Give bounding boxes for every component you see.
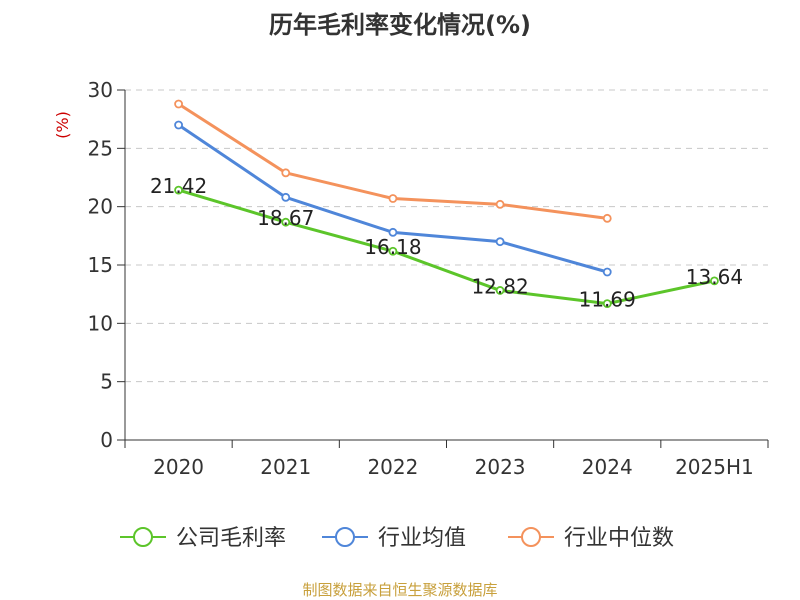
y-tick-label: 5	[100, 370, 113, 394]
y-tick-label: 25	[88, 136, 113, 160]
data-point	[495, 286, 505, 295]
y-tick-label: 30	[88, 78, 113, 102]
legend-item-2[interactable]: 行业中位数	[508, 526, 674, 551]
legend-item-0[interactable]: 公司毛利率	[120, 526, 286, 551]
data-label: 18.67	[257, 206, 314, 230]
source-note: 制图数据来自恒生聚源数据库	[302, 581, 497, 599]
data-label: 12.82	[471, 274, 528, 298]
data-point	[174, 185, 183, 195]
data-label: 13.64	[686, 265, 743, 289]
data-point	[388, 194, 398, 203]
data-point	[602, 267, 612, 277]
data-point	[281, 168, 291, 178]
data-label: 11.69	[579, 288, 636, 312]
series-1	[174, 120, 612, 277]
legend[interactable]: 公司毛利率 行业均值 行业中位数	[120, 526, 674, 551]
data-point	[174, 99, 183, 109]
x-tick-label: 2021	[260, 455, 311, 479]
data-point	[710, 276, 719, 286]
data-point	[388, 227, 398, 237]
data-point	[281, 192, 291, 202]
series-layer	[174, 99, 719, 309]
legend-item-1[interactable]: 行业均值	[322, 526, 466, 551]
legend-label: 行业中位数	[564, 526, 674, 551]
x-tick-label: 2024	[582, 455, 633, 479]
axes: 0 5 10 15 20 25 30 2020 2021 2022 2023 2024 2025H1	[88, 78, 769, 479]
data-label: 21.42	[150, 174, 207, 198]
y-tick-label: 15	[88, 253, 113, 277]
legend-label: 行业均值	[378, 526, 466, 551]
y-tick-label: 0	[100, 428, 113, 452]
data-point	[602, 213, 612, 223]
x-tick-label: 2022	[367, 455, 418, 479]
data-labels: 21.42 18.67 16.18 12.82 11.69 13.64	[150, 174, 743, 312]
data-label: 16.18	[364, 235, 421, 259]
grid-lines	[125, 89, 768, 383]
data-point	[602, 299, 612, 309]
y-axis-unit-label: (%)	[53, 111, 72, 139]
data-point	[495, 199, 505, 209]
series-line	[178, 188, 715, 306]
legend-marker	[335, 527, 355, 547]
y-tick-label: 10	[88, 311, 113, 335]
chart-title: 历年毛利率变化情况(%)	[269, 11, 531, 39]
x-tick-label: 2025H1	[675, 455, 754, 479]
data-point	[281, 217, 291, 227]
data-point	[495, 237, 505, 247]
y-tick-label: 20	[88, 195, 113, 219]
series-0	[174, 185, 719, 309]
x-tick-label: 2023	[475, 455, 526, 479]
data-point	[174, 120, 183, 130]
series-2	[174, 99, 612, 223]
legend-marker	[521, 527, 541, 547]
data-point	[388, 246, 398, 256]
x-tick-label: 2020	[153, 455, 204, 479]
legend-label: 公司毛利率	[176, 526, 286, 551]
legend-marker	[133, 527, 153, 547]
